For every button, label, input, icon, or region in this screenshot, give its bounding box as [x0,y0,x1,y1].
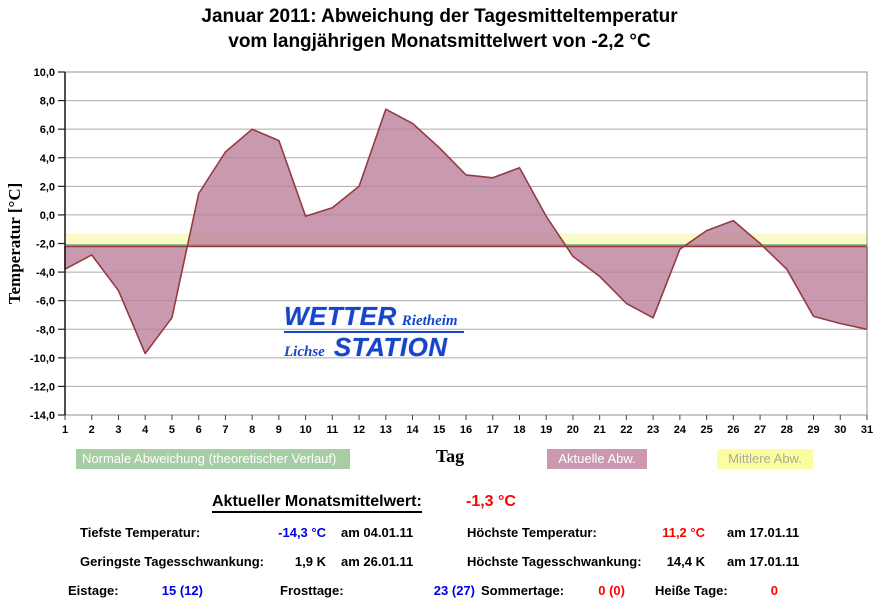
lowest-temp-label: Tiefste Temperatur: [80,525,201,540]
ice-days-label: Eistage: [68,583,119,598]
x-axis-title: Tag [435,446,465,466]
watermark-rietheim: Rietheim [401,313,458,329]
chart-title-line2: vom langjährigen Monatsmittelwert von -2… [228,31,651,52]
monthly-mean-header: Aktueller Monatsmittelwert: [212,493,422,513]
x-tick-label: 6 [196,424,202,436]
y-tick-label: -6,0 [36,296,55,308]
watermark-wetter: WETTER [284,301,397,331]
x-tick-label: 7 [222,424,228,436]
max-range-value: 14,4 K [666,554,705,569]
x-tick-label: 20 [567,424,579,436]
x-tick-label: 17 [487,424,499,436]
monthly-mean-label: Aktueller Monatsmittelwert: [212,493,422,513]
x-tick-label: 27 [754,424,766,436]
watermark-station: STATION [333,332,448,362]
x-tick-label: 1 [62,424,68,436]
ice-days-value: 15 (12) [161,583,203,598]
max-range-date: am 17.01.11 [727,554,800,569]
x-tick-label: 8 [249,424,255,436]
y-tick-label: -12,0 [30,381,55,393]
x-tick-label: 11 [327,424,339,436]
frost-days-label: Frosttage: [280,583,344,598]
y-tick-label: 0,0 [40,210,55,222]
watermark-lichse: Lichse [284,344,325,360]
hot-days-label: Heiße Tage: [655,583,728,598]
x-tick-label: 4 [142,424,149,436]
max-range-label: Höchste Tagesschwankung: [467,554,642,569]
temperature-deviation-plot: -14,0 -12,0 -10,0 -8,0 -6,0 -4,0 -2,0 0,0 2,0 4,0… [5,67,873,436]
chart-title: Januar 2011: Abweichung der Tagesmittelt… [0,4,879,54]
y-tick-label: 8,0 [40,96,55,108]
x-tick-label: 30 [834,424,846,436]
y-tick-label: 10,0 [34,67,55,79]
x-tick-label: 29 [807,424,819,436]
x-tick-label: 31 [861,424,873,436]
frost-days-value: 23 (27) [433,583,475,598]
y-tick-label: -2,0 [36,239,55,251]
x-tick-label: 16 [460,424,472,436]
y-tick-label: 2,0 [40,181,55,193]
min-range-date: am 26.01.11 [341,554,414,569]
lowest-temp-date: am 04.01.11 [341,525,414,540]
x-tick-label: 14 [406,424,419,436]
y-tick-label: -14,0 [30,410,55,422]
summer-days-label: Sommertage: [481,583,565,598]
watermark-row2: Lichse STATION [284,334,474,360]
watermark-row1: WETTER Rietheim [284,303,464,333]
x-tick-label: 9 [276,424,282,436]
x-tick-label: 22 [620,424,632,436]
monthly-mean-value: -1,3 °C [466,493,516,510]
legend-mean-deviation: Mittlere Abw. [717,449,813,469]
highest-temp-date: am 17.01.11 [727,525,800,540]
x-tick-label: 18 [513,424,525,436]
chart-title-line1: Januar 2011: Abweichung der Tagesmittelt… [201,6,678,27]
y-tick-label: -8,0 [36,324,55,336]
x-tick-label: 13 [380,424,392,436]
y-tick-label: -10,0 [30,353,55,365]
y-axis-title: Temperatur [°C] [5,183,24,305]
x-tick-label: 23 [647,424,659,436]
x-tick-label: 26 [727,424,739,436]
x-tick-label: 5 [169,424,175,436]
legend-normal-deviation: Normale Abweichung (theoretischer Verlau… [76,449,350,469]
x-tick-label: 24 [674,424,687,436]
x-tick-label: 12 [353,424,365,436]
x-tick-label: 19 [540,424,552,436]
x-tick-label: 25 [700,424,712,436]
highest-temp-value: 11,2 °C [662,525,705,540]
min-range-value: 1,9 K [294,554,326,569]
lowest-temp-value: -14,3 °C [278,525,326,540]
x-tick-label: 2 [89,424,95,436]
y-tick-label: -4,0 [36,267,55,279]
legend-actual-deviation: Aktuelle Abw. [547,449,647,469]
summer-days-value: 0 (0) [598,583,625,598]
y-tick-label: 6,0 [40,124,55,136]
actual-deviation-area [64,108,868,355]
highest-temp-label: Höchste Temperatur: [467,525,597,540]
min-range-label: Geringste Tagesschwankung: [80,554,264,569]
hot-days-value: 0 [770,583,778,598]
x-tick-label: 3 [115,424,121,436]
x-tick-label: 10 [299,424,311,436]
x-tick-label: 15 [433,424,445,436]
x-tick-label: 28 [781,424,793,436]
x-tick-label: 21 [594,424,606,436]
y-tick-label: 4,0 [40,153,55,165]
station-watermark: WETTER Rietheim Lichse STATION [284,303,474,360]
